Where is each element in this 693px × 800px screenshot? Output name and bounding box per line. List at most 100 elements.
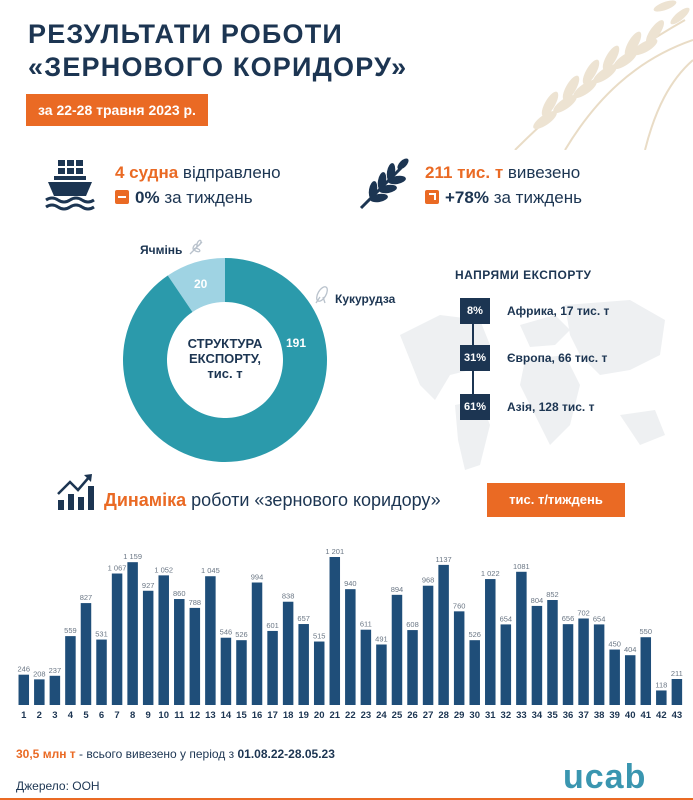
- donut-center-line-1: СТРУКТУРА: [187, 336, 263, 351]
- x-tick-label: 43: [672, 710, 683, 721]
- x-tick-label: 38: [594, 710, 605, 721]
- bar-value-label: 994: [251, 573, 264, 582]
- exported-value: 211 тис. т: [425, 163, 504, 182]
- wheat-icon: [359, 158, 409, 210]
- bar-value-label: 211: [671, 669, 683, 678]
- bar-value-label: 1 201: [325, 547, 344, 556]
- x-tick-label: 6: [99, 710, 104, 721]
- bar-week-25: [391, 594, 403, 705]
- x-tick-label: 10: [158, 710, 169, 721]
- x-tick-label: 40: [625, 710, 636, 721]
- bar-value-label: 1 067: [108, 564, 127, 573]
- bar-week-38: [593, 624, 605, 705]
- export-structure-donut: [122, 258, 327, 462]
- growth-chart-icon: [57, 474, 94, 510]
- bar-week-33: [516, 571, 527, 705]
- bar-week-22: [345, 589, 356, 705]
- bar-week-27: [422, 585, 434, 705]
- x-tick-label: 7: [114, 710, 119, 721]
- exported-change: +78% за тиждень: [425, 188, 582, 208]
- x-tick-label: 25: [392, 710, 403, 721]
- bar-week-39: [609, 649, 620, 705]
- x-tick-label: 26: [407, 710, 418, 721]
- bar-value-label: 1081: [513, 562, 530, 571]
- x-tick-label: 27: [423, 710, 434, 721]
- dynamics-title-rest: роботи «зернового коридору»: [191, 490, 441, 510]
- bar-week-8: [127, 562, 138, 705]
- bar-week-21: [329, 557, 341, 705]
- bar-value-label: 827: [80, 593, 93, 602]
- bar-week-19: [298, 624, 309, 705]
- bar-week-42: [656, 690, 667, 705]
- bar-value-label: 550: [640, 627, 653, 636]
- bar-week-29: [453, 611, 465, 705]
- bar-value-label: 788: [189, 598, 202, 607]
- bar-week-4: [65, 636, 76, 705]
- bar-week-10: [158, 575, 169, 705]
- bar-week-17: [267, 630, 278, 705]
- x-tick-label: 22: [345, 710, 356, 721]
- x-tick-label: 16: [252, 710, 263, 721]
- exported-change-value: +78%: [445, 188, 489, 207]
- direction-pct-asia: 61%: [460, 394, 490, 420]
- bar-value-label: 1 159: [123, 552, 142, 561]
- date-badge: за 22-28 травня 2023 р.: [26, 94, 208, 126]
- bar-value-label: 654: [593, 614, 606, 623]
- bar-week-11: [174, 599, 185, 705]
- bar-week-35: [547, 600, 558, 705]
- donut-slice-barley: [167, 258, 225, 312]
- x-tick-label: 30: [469, 710, 480, 721]
- bar-value-label: 526: [468, 630, 481, 639]
- bar-week-12: [189, 607, 201, 705]
- ships-change-value: 0%: [135, 188, 160, 207]
- bar-value-label: 1 052: [154, 565, 173, 574]
- title-line-2: «ЗЕРНОВОГО КОРИДОРУ»: [28, 52, 408, 82]
- page-title: РЕЗУЛЬТАТИ РОБОТИ «ЗЕРНОВОГО КОРИДОРУ»: [28, 18, 407, 84]
- bar-value-label: 246: [18, 665, 31, 674]
- x-tick-label: 36: [563, 710, 574, 721]
- exported-change-label: за тиждень: [493, 188, 582, 207]
- bar-value-label: 838: [282, 592, 295, 601]
- x-tick-label: 24: [376, 710, 387, 721]
- x-tick-label: 23: [361, 710, 372, 721]
- bar-value-label: 515: [313, 632, 326, 641]
- arrow-up-icon: [425, 190, 439, 204]
- bar-value-label: 531: [95, 630, 108, 639]
- x-tick-label: 33: [516, 710, 527, 721]
- direction-pct-europe: 31%: [460, 345, 490, 371]
- bar-week-32: [500, 624, 512, 705]
- minus-icon: [115, 190, 129, 204]
- x-tick-label: 9: [146, 710, 151, 721]
- bar-value-label: 702: [577, 608, 590, 617]
- bar-week-2: [34, 679, 45, 705]
- x-tick-label: 35: [547, 710, 558, 721]
- bar-value-label: 491: [375, 634, 388, 643]
- corn-value: 191: [286, 336, 307, 350]
- bar-value-label: 1 045: [201, 566, 220, 575]
- bar-week-31: [485, 579, 496, 705]
- bar-value-label: 852: [546, 590, 559, 599]
- exported-label: вивезено: [507, 163, 581, 182]
- footer-total-text: - всього вивезено у період з: [79, 747, 235, 761]
- donut-slice-corn: [122, 258, 327, 462]
- bar-value-label: 657: [297, 614, 310, 623]
- bar-week-36: [562, 624, 574, 705]
- x-tick-label: 32: [501, 710, 512, 721]
- ships-label: відправлено: [182, 163, 281, 182]
- dynamics-title-bold: Динаміка: [104, 490, 187, 510]
- x-tick-label: 12: [190, 710, 201, 721]
- bar-week-41: [640, 637, 652, 705]
- unit-badge: тис. т/тиждень: [487, 483, 625, 517]
- wheat-decoration-icon: [514, 0, 693, 150]
- bar-week-5: [80, 603, 92, 705]
- ships-value: 4 судна: [115, 163, 179, 182]
- ucab-logo: ucab: [563, 758, 647, 796]
- donut-center-line-2: ЕКСПОРТУ,: [189, 351, 261, 366]
- ships-change: 0% за тиждень: [115, 188, 253, 208]
- bar-value-label: 968: [422, 576, 435, 585]
- x-tick-label: 5: [83, 710, 89, 721]
- corn-label: Кукурудза: [335, 292, 396, 306]
- bar-week-16: [251, 582, 263, 705]
- bar-value-label: 927: [142, 581, 155, 590]
